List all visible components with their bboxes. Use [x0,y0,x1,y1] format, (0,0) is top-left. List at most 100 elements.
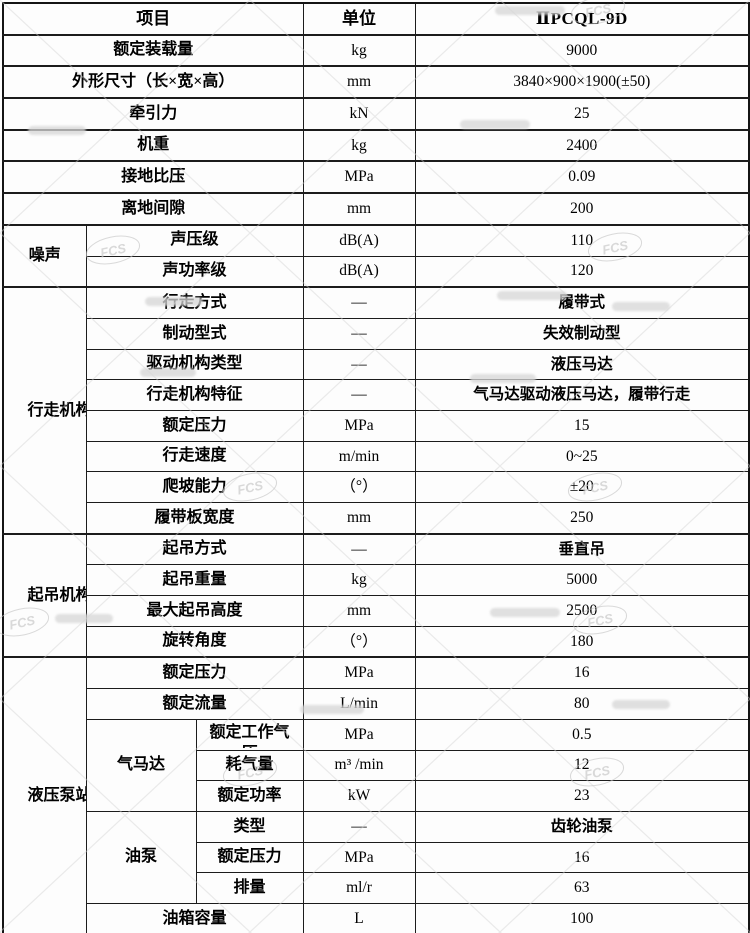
group-label: 油泵 [124,848,157,866]
item-cell: 起吊重量 [85,564,304,597]
item-label: 额定工作气压 [209,723,290,748]
value-cell: 100 [414,902,750,933]
spec-row: 额定流量 L/min 80 [3,688,750,720]
unit-cell: — [302,810,416,843]
spec-row: 起吊重量 kg 5000 [3,564,750,597]
unit-cell: dB(A) [302,255,416,288]
value-cell: 23 [414,780,750,812]
spec-row: 机重 kg 2400 [2,128,750,162]
spec-row: 液压泵站 额定压力 MPa 16 [2,656,750,933]
value-cell: 80 [414,688,750,720]
unit-cell: L/min [302,688,416,720]
value-cell: 180 [414,625,750,658]
item-cell: 驱动机构类型 [85,348,304,381]
spec-row: 驱动机构类型 — 液压马达 [3,348,750,381]
unit-cell: dB(A) [302,223,416,257]
spec-row: 离地间隙 mm 200 [2,192,750,226]
value-cell: 3840×900×1900(±50) [414,65,750,99]
unit-cell: mm [302,65,416,99]
unit-cell: — [302,379,416,411]
item-cell: 行走方式 [85,286,304,319]
item-cell: 外形尺寸（长×宽×高） [2,65,304,99]
value-cell: 0.5 [414,718,750,751]
item-cell: 油箱容量 [85,902,304,933]
spec-row: 旋转角度 （°） 180 [3,625,750,658]
value-cell: 12 [414,749,750,782]
value-cell: 120 [414,255,750,288]
item-cell: 制动型式 [85,317,304,350]
item-cell: 额定压力 [85,656,304,690]
unit-cell: — [302,286,416,319]
group-cell-noise: 噪声 [2,223,87,288]
unit-cell: kN [302,97,416,131]
spec-row: 起吊机构 起吊方式 — 垂直吊 [2,532,750,658]
group-label: 噪声 [28,247,61,265]
value-cell: 2400 [414,128,750,162]
spec-row: 行走速度 m/min 0~25 [3,440,750,473]
group-cell-pump-station: 液压泵站 [2,656,87,933]
item-cell: 离地间隙 [2,192,304,226]
unit-cell: — [302,317,416,350]
item-cell: 旋转角度 [85,625,304,658]
spec-row: 油泵 类型 — 齿轮油泵 [3,810,750,904]
unit-cell: mm [302,595,416,627]
spec-row: 额定压力 MPa 15 [3,409,750,442]
item-cell: 额定压力 [85,409,304,442]
spec-row: 接地比压 MPa 0.09 [2,160,750,194]
unit-cell: （°） [302,471,416,503]
group-cell-air-motor: 气马达 [85,718,197,812]
unit-cell: kg [302,33,416,67]
value-cell: 0.09 [414,160,750,194]
group-label: 液压泵站 [27,787,86,805]
group-cell-oil-pump: 油泵 [85,810,197,904]
spec-row: 制动型式 — 失效制动型 [3,317,750,350]
item-cell: 额定工作气压 [195,718,304,751]
value-cell: 气马达驱动液压马达，履带行走 [414,379,750,411]
item-cell: 排量 [195,872,304,904]
header-row: 项目 单位 ⅡPCQL-9D [2,2,750,36]
unit-cell: MPa [302,409,416,442]
column-header-model: ⅡPCQL-9D [414,2,750,36]
value-cell: 2500 [414,595,750,627]
value-cell: 齿轮油泵 [414,810,750,843]
spec-row: 行走机构特征 — 气马达驱动液压马达，履带行走 [3,379,750,411]
unit-cell: mm [302,501,416,535]
spec-row: 履带板宽度 mm 250 [3,501,750,535]
value-cell: ±20 [414,471,750,503]
item-cell: 额定功率 [195,780,304,812]
spec-row: 牵引力 kN 25 [2,97,750,131]
value-cell: 200 [414,192,750,226]
item-cell: 耗气量 [195,749,304,782]
value-cell: 失效制动型 [414,317,750,350]
value-cell: 9000 [414,33,750,67]
item-cell: 履带板宽度 [85,501,304,535]
unit-cell: kg [302,564,416,597]
unit-cell: MPa [302,656,416,690]
spec-row: 气马达 额定工作气压 MPa 0.5 [3,718,750,812]
unit-cell: MPa [302,160,416,194]
item-cell: 额定装载量 [2,33,304,67]
spec-row: 油箱容量 L 100 [3,902,750,933]
item-cell: 额定流量 [85,688,304,720]
group-cell-travel: 行走机构 [2,286,87,535]
value-cell: 16 [414,841,750,874]
value-cell: 5000 [414,564,750,597]
item-cell: 起吊方式 [85,532,304,566]
spec-row: 最大起吊高度 mm 2500 [3,595,750,627]
group-label: 行走机构 [27,401,86,419]
value-cell: 垂直吊 [414,532,750,566]
group-label: 起吊机构 [27,586,86,604]
unit-cell: kW [302,780,416,812]
unit-cell: L [302,902,416,933]
spec-row: 爬坡能力 （°） ±20 [3,471,750,503]
item-cell: 行走速度 [85,440,304,473]
item-cell: 声压级 [85,223,304,257]
value-cell: 液压马达 [414,348,750,381]
unit-cell: MPa [302,841,416,874]
value-cell: 15 [414,409,750,442]
spec-row: 外形尺寸（长×宽×高） mm 3840×900×1900(±50) [2,65,750,99]
spec-row: 行走机构 行走方式 — 履带式 [2,286,750,535]
value-cell: 63 [414,872,750,904]
